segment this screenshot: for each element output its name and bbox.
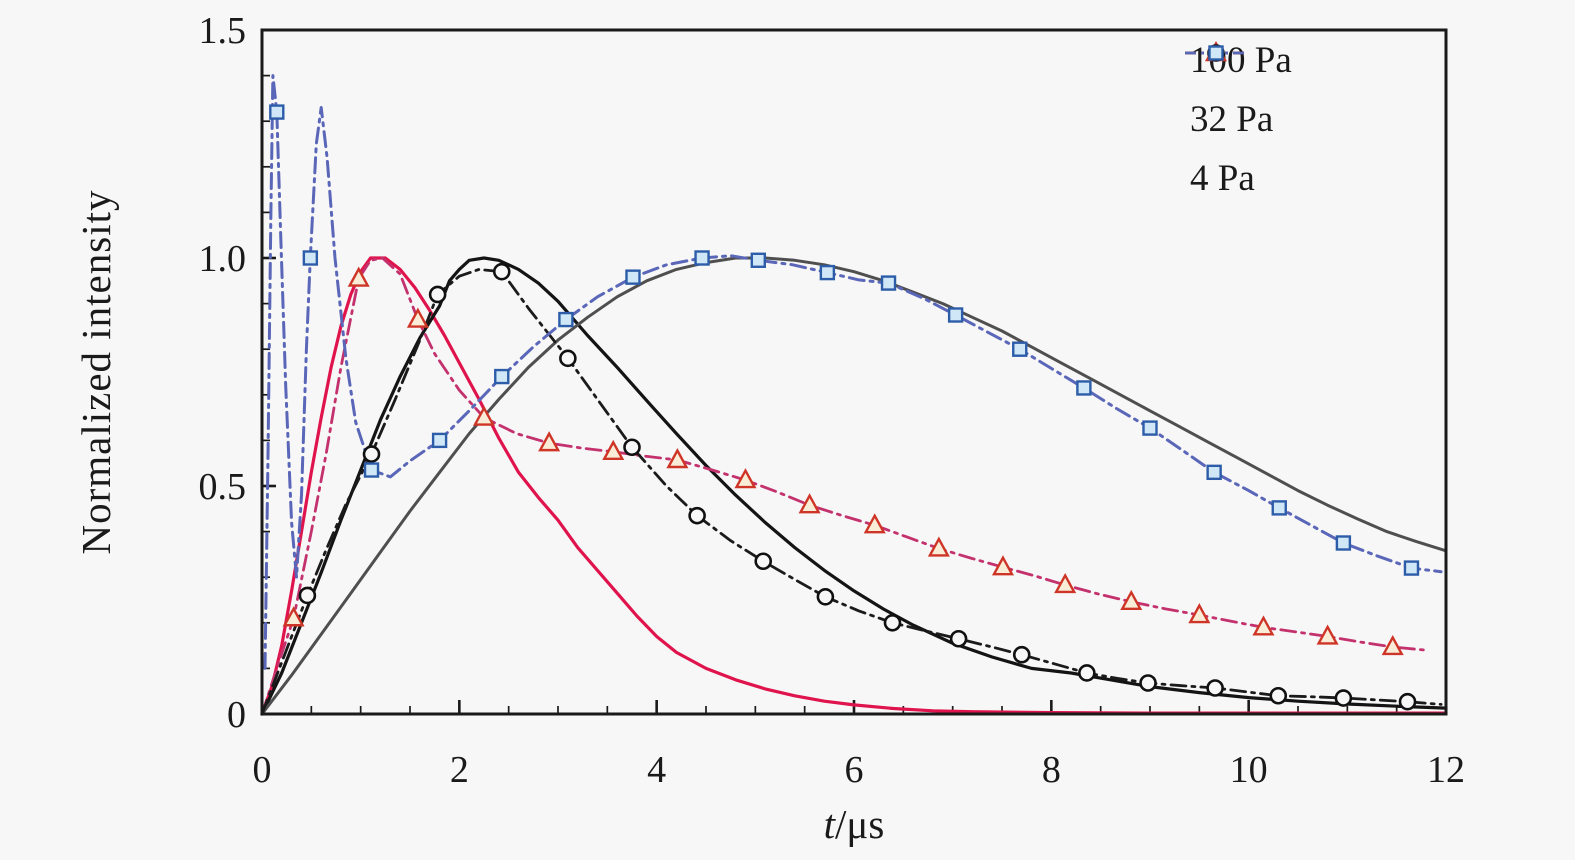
series-markers-exp-4pa	[269, 104, 1420, 576]
series-line-fit-32pa	[260, 256, 1448, 716]
series-markers-exp-32pa	[298, 262, 1417, 711]
series-layer	[260, 74, 1448, 716]
x-tick-label: 2	[450, 749, 469, 791]
x-axis-variable: t	[823, 801, 836, 847]
x-tick-label: 10	[1230, 749, 1268, 791]
plot-frame	[260, 28, 1448, 716]
x-tick-label: 12	[1427, 749, 1465, 791]
series-line-exp-100pa	[260, 256, 1428, 716]
y-tick-label: 0.5	[199, 466, 247, 508]
series-line-exp-32pa	[260, 268, 1443, 716]
y-tick-label: 1.0	[199, 238, 247, 280]
y-axis-label: Normalized intensity	[72, 190, 120, 555]
x-tick-label: 8	[1042, 749, 1061, 791]
tick-labels: 0 2 4 6 8 10 12 0 0.5 1.0 1.5	[199, 10, 1466, 791]
legend-label-32pa: 32 Pa	[1190, 99, 1274, 140]
x-tick-label: 6	[845, 749, 864, 791]
plot-border	[260, 28, 1448, 716]
series-line-fit-100pa	[260, 256, 1448, 716]
legend-entry-4pa: 4 Pa	[1183, 45, 1292, 201]
series-markers-exp-100pa	[282, 266, 1404, 656]
legend-label-4pa: 4 Pa	[1190, 158, 1255, 199]
x-tick-label: 0	[253, 749, 272, 791]
legend: 100 Pa 32 Pa 4 Pa	[1183, 38, 1292, 201]
legend-entry-32pa: 32 Pa	[1183, 44, 1292, 142]
y-tick-label: 0	[227, 694, 246, 736]
series-line-fit-4pa	[260, 256, 1448, 716]
series-line-exp-4pa	[263, 74, 1443, 670]
x-axis-label: t/μs	[824, 800, 885, 848]
y-tick-label: 1.5	[199, 10, 247, 52]
x-axis-unit: /μs	[835, 801, 885, 847]
legend-sample-square-icon	[1185, 45, 1247, 61]
x-tick-label: 4	[647, 749, 666, 791]
y-axis-label-text: Normalized intensity	[73, 189, 119, 555]
